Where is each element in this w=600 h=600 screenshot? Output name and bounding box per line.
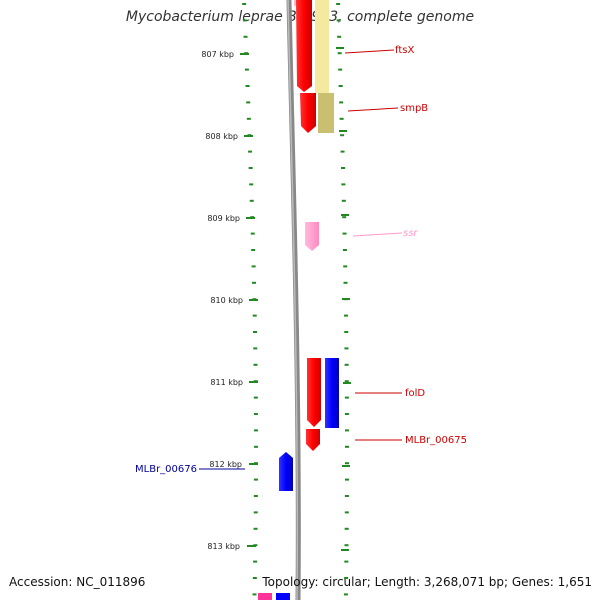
gene-label-text: folD bbox=[405, 388, 425, 399]
gene-ssr[interactable] bbox=[305, 222, 319, 251]
scale-label-810: 810 kbp bbox=[210, 296, 243, 305]
gene-label-ssr[interactable]: ssr bbox=[352, 228, 418, 239]
gene-partial-bottom bbox=[276, 593, 290, 600]
gene-reverse-block[interactable] bbox=[325, 358, 339, 428]
gene-label-folD[interactable]: folD bbox=[355, 388, 425, 399]
scale-labels: 807 kbp 808 kbp 809 kbp 810 kbp 811 kbp … bbox=[201, 50, 258, 551]
gene-partial-bottom bbox=[258, 593, 272, 600]
scale-label-808: 808 kbp bbox=[205, 132, 238, 141]
gene-label-MLBr_00675[interactable]: MLBr_00675 bbox=[355, 435, 467, 446]
accession-text: Accession: NC_011896 bbox=[9, 575, 146, 589]
scale-label-809: 809 kbp bbox=[207, 214, 240, 223]
gene-label-text: ssr bbox=[403, 228, 418, 239]
outer-tick-ring bbox=[336, 3, 349, 596]
cog-band bbox=[318, 93, 334, 133]
outer-major-ticks bbox=[336, 47, 351, 551]
gene-folD[interactable] bbox=[307, 358, 321, 427]
gene-label-text: MLBr_00675 bbox=[405, 435, 467, 446]
gene-label-MLBr_00676[interactable]: MLBr_00676 bbox=[135, 464, 245, 475]
gene-smpB[interactable] bbox=[300, 93, 316, 133]
gene-MLBr_00675[interactable] bbox=[306, 429, 320, 451]
gene-MLBr_00676[interactable] bbox=[279, 452, 293, 491]
scale-label-807: 807 kbp bbox=[201, 50, 234, 59]
cog-band bbox=[315, 0, 329, 93]
gene-label-text: MLBr_00676 bbox=[135, 464, 197, 475]
scale-label-811: 811 kbp bbox=[210, 378, 243, 387]
gene-ftsX[interactable] bbox=[296, 0, 312, 92]
scale-label-812: 812 kbp bbox=[209, 460, 242, 469]
gene-label-smpB[interactable]: smpB bbox=[347, 103, 428, 114]
gene-label-text: smpB bbox=[400, 103, 428, 114]
scale-label-813: 813 kbp bbox=[207, 542, 240, 551]
genome-backbone bbox=[286, 0, 301, 600]
genome-summary-text: Topology: circular; Length: 3,268,071 bp… bbox=[262, 575, 592, 589]
gene-label-text: ftsX bbox=[395, 45, 414, 56]
gene-label-ftsX[interactable]: ftsX bbox=[344, 45, 414, 56]
